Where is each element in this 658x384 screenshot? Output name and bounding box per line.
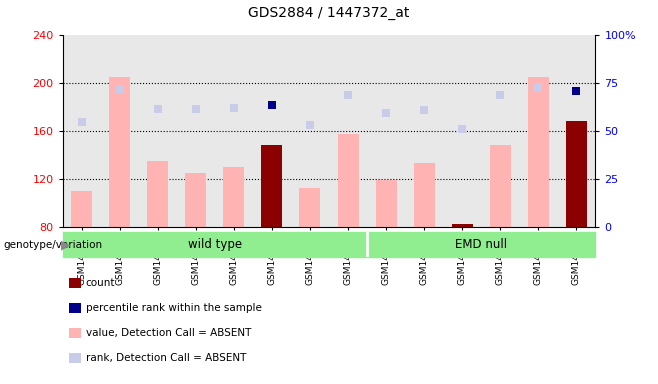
Bar	[452, 224, 472, 227]
Text: ▶: ▶	[61, 238, 70, 252]
Bar	[338, 134, 359, 227]
Text: wild type: wild type	[188, 238, 242, 251]
Bar	[528, 76, 549, 227]
Bar	[376, 180, 397, 227]
Text: genotype/variation: genotype/variation	[3, 240, 103, 250]
Bar	[71, 190, 92, 227]
Bar	[566, 121, 587, 227]
Text: percentile rank within the sample: percentile rank within the sample	[86, 303, 261, 313]
Bar	[63, 232, 367, 257]
Bar	[299, 188, 320, 227]
Text: rank, Detection Call = ABSENT: rank, Detection Call = ABSENT	[86, 353, 246, 363]
Bar	[414, 163, 435, 227]
Bar	[223, 167, 244, 227]
Bar	[367, 232, 595, 257]
Text: count: count	[86, 278, 115, 288]
Text: EMD null: EMD null	[455, 238, 507, 251]
Text: value, Detection Call = ABSENT: value, Detection Call = ABSENT	[86, 328, 251, 338]
Bar	[186, 172, 206, 227]
Bar	[261, 145, 282, 227]
Bar	[109, 76, 130, 227]
Text: GDS2884 / 1447372_at: GDS2884 / 1447372_at	[248, 6, 410, 20]
Bar	[147, 161, 168, 227]
Bar	[490, 145, 511, 227]
